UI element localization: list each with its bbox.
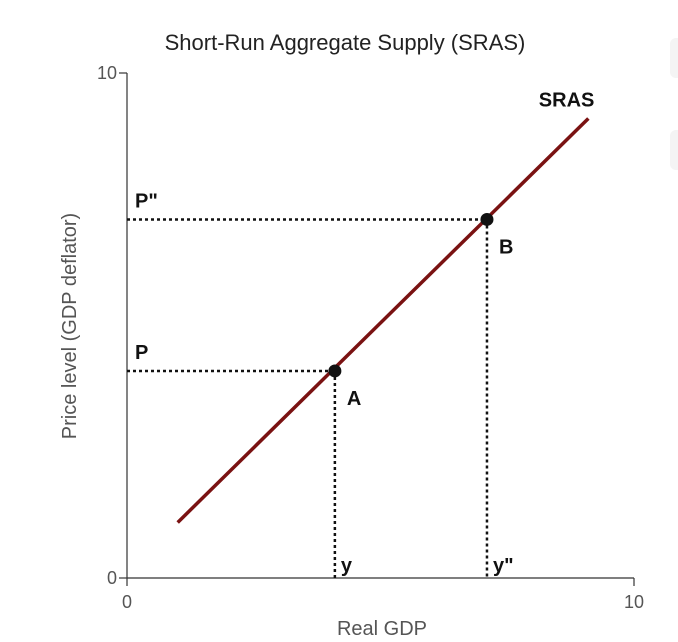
point-label: A bbox=[347, 388, 361, 410]
series-label-sras: SRAS bbox=[539, 89, 595, 111]
y-tick-label: 0 bbox=[107, 568, 117, 588]
point-label: B bbox=[499, 236, 513, 258]
edge-shade bbox=[670, 38, 678, 78]
equilibrium-point bbox=[328, 364, 342, 378]
series-line-sras bbox=[176, 117, 590, 524]
x-tick-label: 0 bbox=[122, 592, 132, 612]
price-level-label: P" bbox=[135, 190, 158, 212]
x-tick-label: 10 bbox=[624, 592, 644, 612]
price-level-label: P bbox=[135, 342, 148, 364]
equilibrium-point bbox=[480, 212, 494, 226]
y-axis-label: Price level (GDP deflator) bbox=[59, 213, 81, 439]
output-level-label: y" bbox=[493, 555, 514, 577]
x-axis-label: Real GDP bbox=[337, 618, 427, 640]
y-tick-label: 10 bbox=[97, 63, 117, 83]
edge-shade bbox=[670, 130, 678, 170]
chart-title: Short-Run Aggregate Supply (SRAS) bbox=[165, 30, 526, 55]
output-level-label: y bbox=[341, 555, 353, 577]
